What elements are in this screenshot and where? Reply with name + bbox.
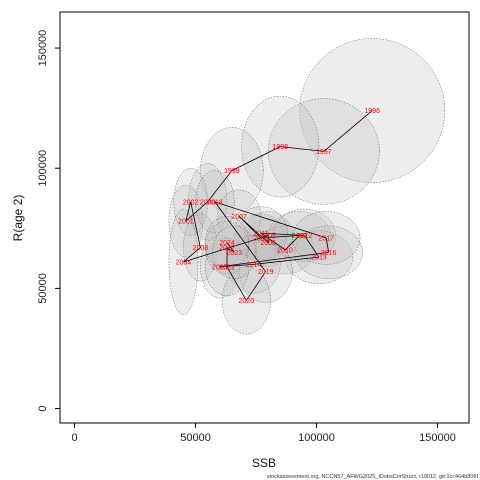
y-tick-label: 0 (37, 406, 49, 412)
segment-2010-2011 (260, 232, 286, 251)
segment-1997-1998 (280, 146, 324, 152)
y-tick-label: 150000 (37, 30, 49, 67)
label-2009: 2009 (292, 233, 308, 240)
segment-1999-2000 (207, 170, 233, 203)
label-2016: 2016 (321, 250, 337, 257)
x-axis-title: SSB (252, 456, 276, 470)
label-2005: 2005 (260, 233, 276, 240)
segment-2009-2010 (284, 235, 300, 251)
y-tick-label: 100000 (37, 150, 49, 187)
label-2002: 2002 (183, 199, 199, 206)
segment-2020-2021 (226, 266, 247, 301)
label-2019: 2019 (258, 269, 274, 276)
segment-2022-2023 (226, 247, 235, 253)
label-2023: 2023 (226, 250, 242, 257)
segment-1998-1999 (231, 146, 281, 171)
label-2017: 2017 (318, 235, 334, 242)
label-2015: 2015 (212, 264, 228, 271)
label-2024: 2024 (219, 240, 235, 247)
segment-2019-2020 (246, 271, 267, 301)
label-2020: 2020 (239, 298, 255, 305)
segment-2011-2012 (260, 232, 305, 236)
y-axis-title: R(age 2) (11, 195, 25, 242)
label-2007: 2007 (231, 214, 247, 221)
label-2022: 2022 (219, 245, 235, 252)
segment-2004-2005 (183, 235, 269, 263)
x-axis: 0 50000 100000 150000 (71, 422, 456, 444)
label-2012: 2012 (297, 233, 313, 240)
segment-2002-2003 (190, 201, 201, 248)
label-2011: 2011 (253, 231, 268, 238)
y-axis: 0 50000 100000 150000 (37, 30, 61, 412)
segment-2007-2008 (238, 216, 262, 239)
label-2000: 2000 (200, 199, 216, 206)
segment-2013-2014 (253, 256, 319, 265)
label-2008: 2008 (253, 235, 269, 242)
label-2021: 2021 (219, 264, 235, 271)
label-2018: 2018 (207, 199, 223, 206)
label-2013: 2013 (311, 255, 327, 262)
label-2004: 2004 (176, 259, 192, 266)
footer-note: stockassessment.org, NCCN57_AFWG2025_IDo… (267, 474, 479, 480)
segment-2016-2017 (325, 237, 330, 253)
label-2001: 2001 (178, 219, 194, 226)
label-2014: 2014 (246, 262, 262, 269)
segment-2017-2018 (214, 201, 327, 239)
segment-1996-1997 (323, 110, 373, 152)
x-tick-label: 100000 (298, 432, 335, 444)
label-2010: 2010 (277, 247, 293, 254)
label-2006: 2006 (260, 240, 276, 247)
confidence-ellipses (168, 38, 446, 335)
segment-2003-2004 (183, 247, 201, 263)
label-1996: 1996 (364, 108, 380, 115)
label-1998: 1998 (272, 144, 288, 151)
label-2003: 2003 (193, 245, 209, 252)
segment-2023-2024 (226, 242, 235, 253)
segment-2015-2016 (219, 251, 329, 268)
segment-2018-2019 (214, 201, 267, 272)
segment-2001-2002 (185, 201, 192, 222)
x-tick-label: 0 (71, 432, 77, 444)
x-tick-label: 50000 (180, 432, 211, 444)
y-tick-label: 50000 (37, 273, 49, 304)
segment-2000-2001 (185, 201, 208, 222)
label-1999: 1999 (224, 168, 240, 175)
label-1997: 1997 (316, 149, 332, 156)
trajectory-lines (183, 110, 373, 301)
x-tick-label: 150000 (419, 432, 456, 444)
